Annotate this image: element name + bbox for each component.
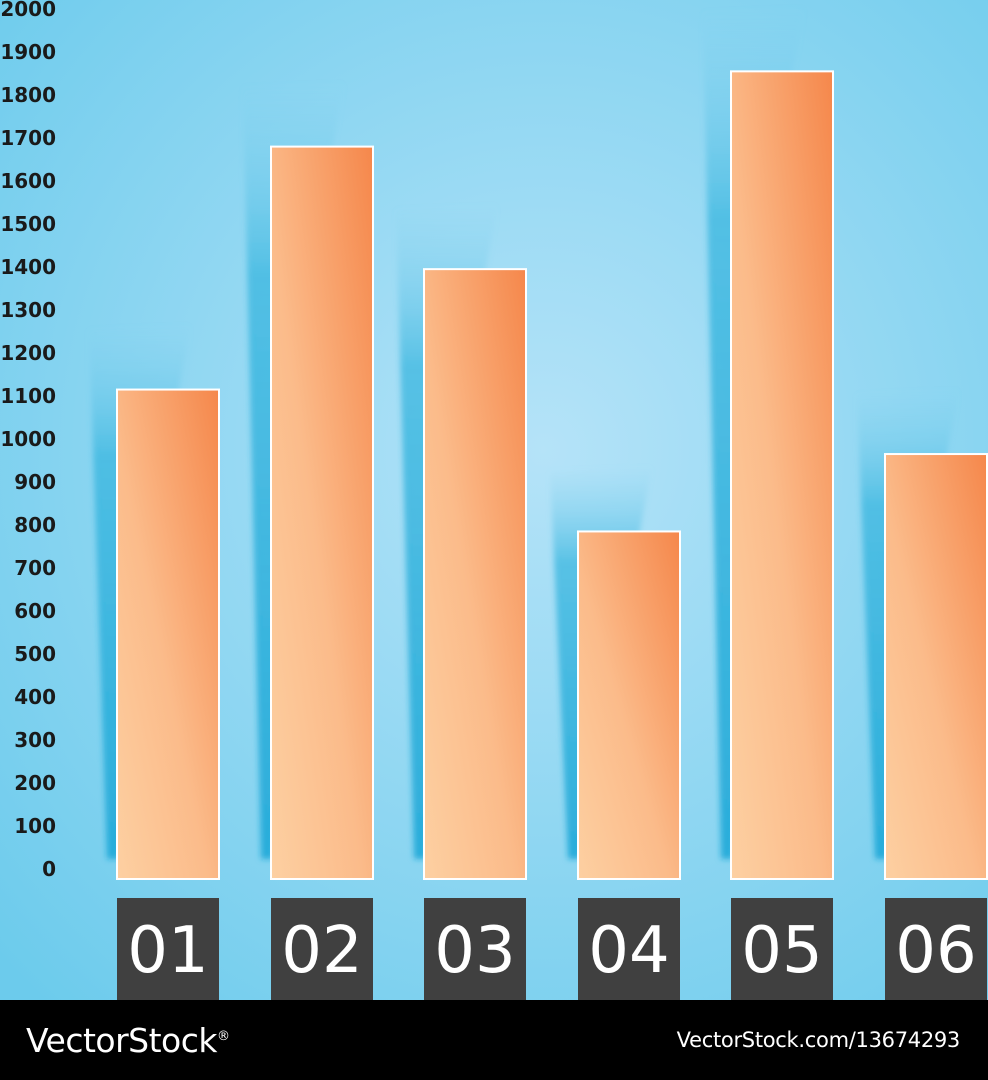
category-box-03: [424, 898, 526, 1000]
category-label-06: 06: [895, 914, 976, 988]
y-tick-label-700: 700: [14, 556, 56, 580]
y-tick-label-1200: 1200: [0, 341, 56, 365]
y-tick-label-300: 300: [14, 728, 56, 752]
category-label-01: 01: [127, 914, 208, 988]
y-tick-label-600: 600: [14, 599, 56, 623]
y-tick-label-900: 900: [14, 470, 56, 494]
bar-05[interactable]: [730, 70, 834, 881]
category-label-02: 02: [281, 914, 362, 988]
bar-02[interactable]: [270, 145, 374, 881]
credit-url[interactable]: VectorStock.com/13674293: [676, 1028, 961, 1052]
category-box-02: [271, 898, 373, 1000]
y-tick-label-1300: 1300: [0, 298, 56, 322]
y-tick-label-1500: 1500: [0, 212, 56, 236]
category-box-04: [578, 898, 680, 1000]
category-label-04: 04: [588, 914, 669, 988]
category-box-05: [731, 898, 833, 1000]
y-tick-label-1100: 1100: [0, 384, 56, 408]
y-tick-label-200: 200: [14, 771, 56, 795]
y-tick-label-1700: 1700: [0, 126, 56, 150]
category-box-06: [885, 898, 987, 1000]
y-tick-label-1800: 1800: [0, 83, 56, 107]
y-tick-label-800: 800: [14, 513, 56, 537]
y-tick-label-400: 400: [14, 685, 56, 709]
category-box-01: [117, 898, 219, 1000]
category-label-05: 05: [741, 914, 822, 988]
y-tick-label-1900: 1900: [0, 40, 56, 64]
y-tick-label-0: 0: [42, 857, 56, 881]
brand-logo-text[interactable]: VectorStock®: [26, 1020, 230, 1060]
bar-04[interactable]: [577, 530, 681, 880]
bar-03[interactable]: [423, 268, 527, 880]
y-tick-label-1000: 1000: [0, 427, 56, 451]
bar-01[interactable]: [116, 388, 220, 880]
y-tick-label-2000: 2000: [0, 0, 56, 21]
bar-chart: 0 100 200 300 400 500 600 700 800 900 1000 1100 1200…: [0, 0, 988, 1000]
footer-bar: VectorStock® VectorStock.com/13674293: [0, 1000, 988, 1080]
y-axis: 0 100 200 300 400 500 600 700 800 900 1000 1100 1200…: [0, 0, 56, 881]
y-tick-label-100: 100: [14, 814, 56, 838]
bars: [89, 5, 988, 881]
bar-06[interactable]: [884, 453, 988, 880]
y-tick-label-1400: 1400: [0, 255, 56, 279]
y-tick-label-500: 500: [14, 642, 56, 666]
x-axis-category-labels: 01 02 03 04 05 06: [117, 898, 987, 1000]
category-label-03: 03: [434, 914, 515, 988]
registered-mark: ®: [217, 1028, 230, 1044]
y-tick-label-1600: 1600: [0, 169, 56, 193]
